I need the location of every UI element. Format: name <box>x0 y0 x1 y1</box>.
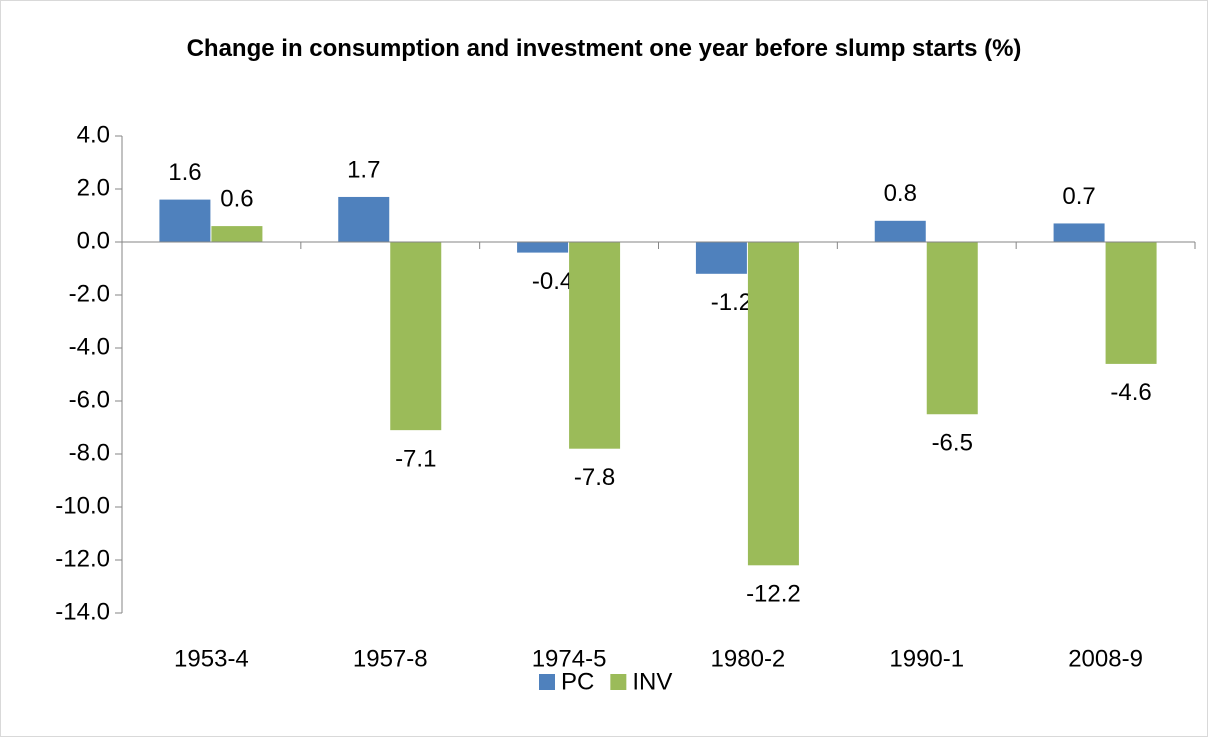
y-tick-label: -8.0 <box>69 439 110 466</box>
x-tick-label: 1990-1 <box>889 645 964 672</box>
bar <box>1105 242 1157 364</box>
data-label: -1.2 <box>711 289 752 316</box>
bar <box>517 242 569 253</box>
y-tick-label: -2.0 <box>69 280 110 307</box>
x-tick-label: 1953-4 <box>174 645 249 672</box>
y-tick-label: 0.0 <box>77 227 110 254</box>
bar <box>747 242 799 566</box>
y-tick-label: -14.0 <box>55 598 110 625</box>
data-label: -7.1 <box>395 445 436 472</box>
data-label: -7.8 <box>574 464 615 491</box>
data-label: 1.7 <box>347 156 380 183</box>
bar <box>926 242 978 415</box>
legend-label: INV <box>632 668 672 695</box>
y-tick-label: -6.0 <box>69 386 110 413</box>
legend-swatch <box>539 674 555 690</box>
x-tick-label: 1957-8 <box>353 645 428 672</box>
y-tick-label: 2.0 <box>77 174 110 201</box>
bar <box>211 226 263 242</box>
chart-title: Change in consumption and investment one… <box>186 35 1022 62</box>
bar <box>569 242 621 449</box>
x-tick-label: 1974-5 <box>532 645 607 672</box>
data-label: -6.5 <box>932 430 973 457</box>
y-tick-label: -4.0 <box>69 333 110 360</box>
data-label: -12.2 <box>746 581 801 608</box>
y-tick-label: -10.0 <box>55 492 110 519</box>
data-label: -0.4 <box>532 268 573 295</box>
bar <box>1053 223 1105 242</box>
data-label: 0.8 <box>884 180 917 207</box>
data-label: 1.6 <box>168 159 201 186</box>
x-tick-label: 2008-9 <box>1068 645 1143 672</box>
y-tick-label: -12.0 <box>55 545 110 572</box>
bar <box>159 199 211 242</box>
data-label: -4.6 <box>1110 379 1151 406</box>
bar <box>390 242 442 431</box>
y-tick-label: 4.0 <box>77 121 110 148</box>
data-label: 0.6 <box>220 185 253 212</box>
x-tick-label: 1980-2 <box>711 645 786 672</box>
legend-swatch <box>610 674 627 690</box>
bar <box>874 220 926 242</box>
bar <box>338 196 390 242</box>
legend-label: PC <box>561 668 594 695</box>
data-label: 0.7 <box>1062 183 1095 210</box>
bar <box>695 242 747 274</box>
